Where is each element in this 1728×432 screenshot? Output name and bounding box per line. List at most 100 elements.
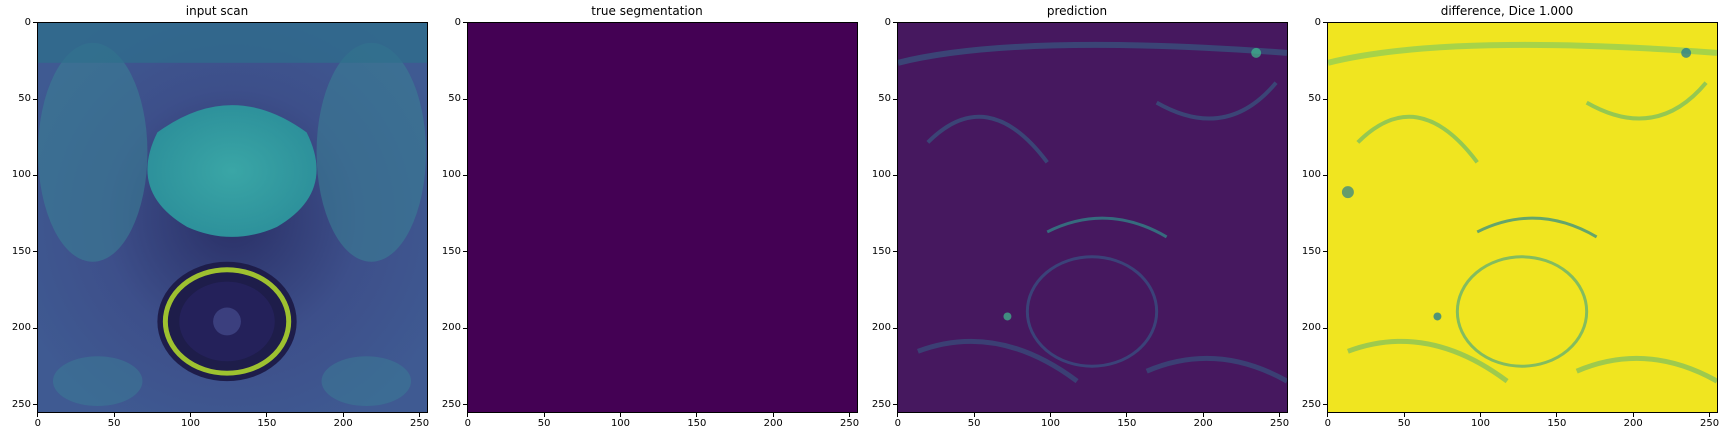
x-tick-mark [1049,413,1051,417]
x-tick-label: 250 [410,418,430,429]
y-tick-mark [893,98,897,100]
y-tick-label: 100 [871,169,891,181]
y-tick-label: 100 [441,169,461,181]
y-tick-mark [33,98,37,100]
x-tick-label: 50 [107,418,121,429]
y-tick-label: 250 [871,398,891,410]
y-tick-label: 200 [1301,322,1321,334]
y-tick-label: 200 [441,322,461,334]
panel-title: difference, Dice 1.000 [1440,4,1574,18]
y-tick-label: 0 [1314,16,1321,28]
panel-title: prediction [1046,4,1108,18]
x-tick-label: 250 [840,418,860,429]
x-tick-label: 200 [1193,418,1213,429]
input-scan-image [37,22,428,413]
x-tick-mark [897,413,899,417]
true-segmentation-image [467,22,858,413]
y-tick-mark [33,404,37,406]
x-tick-label: 100 [1040,418,1061,429]
y-tick-mark [463,327,467,329]
x-tick-label: 50 [1397,418,1411,429]
y-tick-label: 0 [454,16,461,28]
x-tick-label: 250 [1700,418,1720,429]
panel-title: true segmentation [591,4,703,18]
y-tick-mark [1323,174,1327,176]
x-tick-label: 50 [537,418,551,429]
x-tick-mark [1327,413,1329,417]
x-tick-label: 150 [687,418,707,429]
panel-difference: difference, Dice 1.000 0 50 100 150 200 250 0 5… [1290,0,1720,432]
x-tick-mark [37,413,39,417]
y-tick-mark [1323,98,1327,100]
y-tick-mark [893,174,897,176]
difference-image [1327,22,1718,413]
panel-input-scan: input scan [0,0,430,432]
x-tick-mark [266,413,268,417]
x-tick-label: 0 [894,418,901,429]
y-tick-label: 50 [448,93,461,105]
panel-title: input scan [185,4,249,18]
x-tick-mark [849,413,851,417]
x-tick-mark [1279,413,1281,417]
y-tick-mark [1323,404,1327,406]
y-tick-mark [463,404,467,406]
y-tick-mark [463,251,467,253]
y-tick-mark [33,327,37,329]
y-tick-mark [893,327,897,329]
x-tick-label: 0 [34,418,41,429]
y-tick-mark [33,251,37,253]
x-tick-mark [1126,413,1128,417]
x-tick-label: 100 [610,418,631,429]
y-tick-label: 250 [1301,398,1321,410]
x-tick-label: 150 [1117,418,1137,429]
x-tick-mark [1479,413,1481,417]
x-tick-mark [772,413,774,417]
x-tick-label: 200 [763,418,783,429]
y-tick-mark [33,174,37,176]
x-tick-mark [1556,413,1558,417]
x-tick-mark [467,413,469,417]
x-tick-label: 250 [1270,418,1290,429]
x-tick-mark [1709,413,1711,417]
x-tick-mark [1202,413,1204,417]
y-tick-mark [463,98,467,100]
prediction-image [897,22,1288,413]
y-tick-label: 150 [1301,245,1321,257]
y-tick-mark [463,22,467,24]
y-tick-mark [893,404,897,406]
x-tick-label: 0 [1324,418,1331,429]
y-tick-label: 150 [11,245,31,257]
y-tick-label: 200 [11,322,31,334]
x-tick-label: 100 [180,418,201,429]
x-tick-mark [1403,413,1405,417]
x-tick-label: 150 [1547,418,1567,429]
x-tick-mark [419,413,421,417]
y-tick-mark [463,174,467,176]
y-tick-label: 50 [1308,93,1321,105]
y-tick-label: 150 [871,245,891,257]
x-tick-mark [189,413,191,417]
x-tick-label: 0 [464,418,471,429]
y-tick-label: 0 [24,16,31,28]
x-tick-label: 200 [1623,418,1643,429]
panel-true-segmentation: true segmentation 0 50 100 150 200 250 0 50 100 1… [430,0,860,432]
y-tick-mark [893,251,897,253]
x-tick-label: 50 [967,418,981,429]
y-tick-mark [33,22,37,24]
y-tick-label: 200 [871,322,891,334]
y-tick-label: 100 [1301,169,1321,181]
x-tick-mark [696,413,698,417]
x-tick-label: 100 [1470,418,1491,429]
x-tick-mark [973,413,975,417]
y-tick-label: 100 [11,169,31,181]
y-tick-mark [1323,251,1327,253]
y-tick-label: 50 [878,93,891,105]
y-tick-label: 50 [18,93,31,105]
panel-prediction: prediction 0 50 100 150 200 250 0 50 100 150 200 25… [860,0,1290,432]
y-tick-mark [1323,22,1327,24]
x-tick-mark [619,413,621,417]
x-tick-label: 200 [333,418,353,429]
y-tick-label: 0 [884,16,891,28]
y-tick-label: 250 [441,398,461,410]
y-tick-mark [893,22,897,24]
